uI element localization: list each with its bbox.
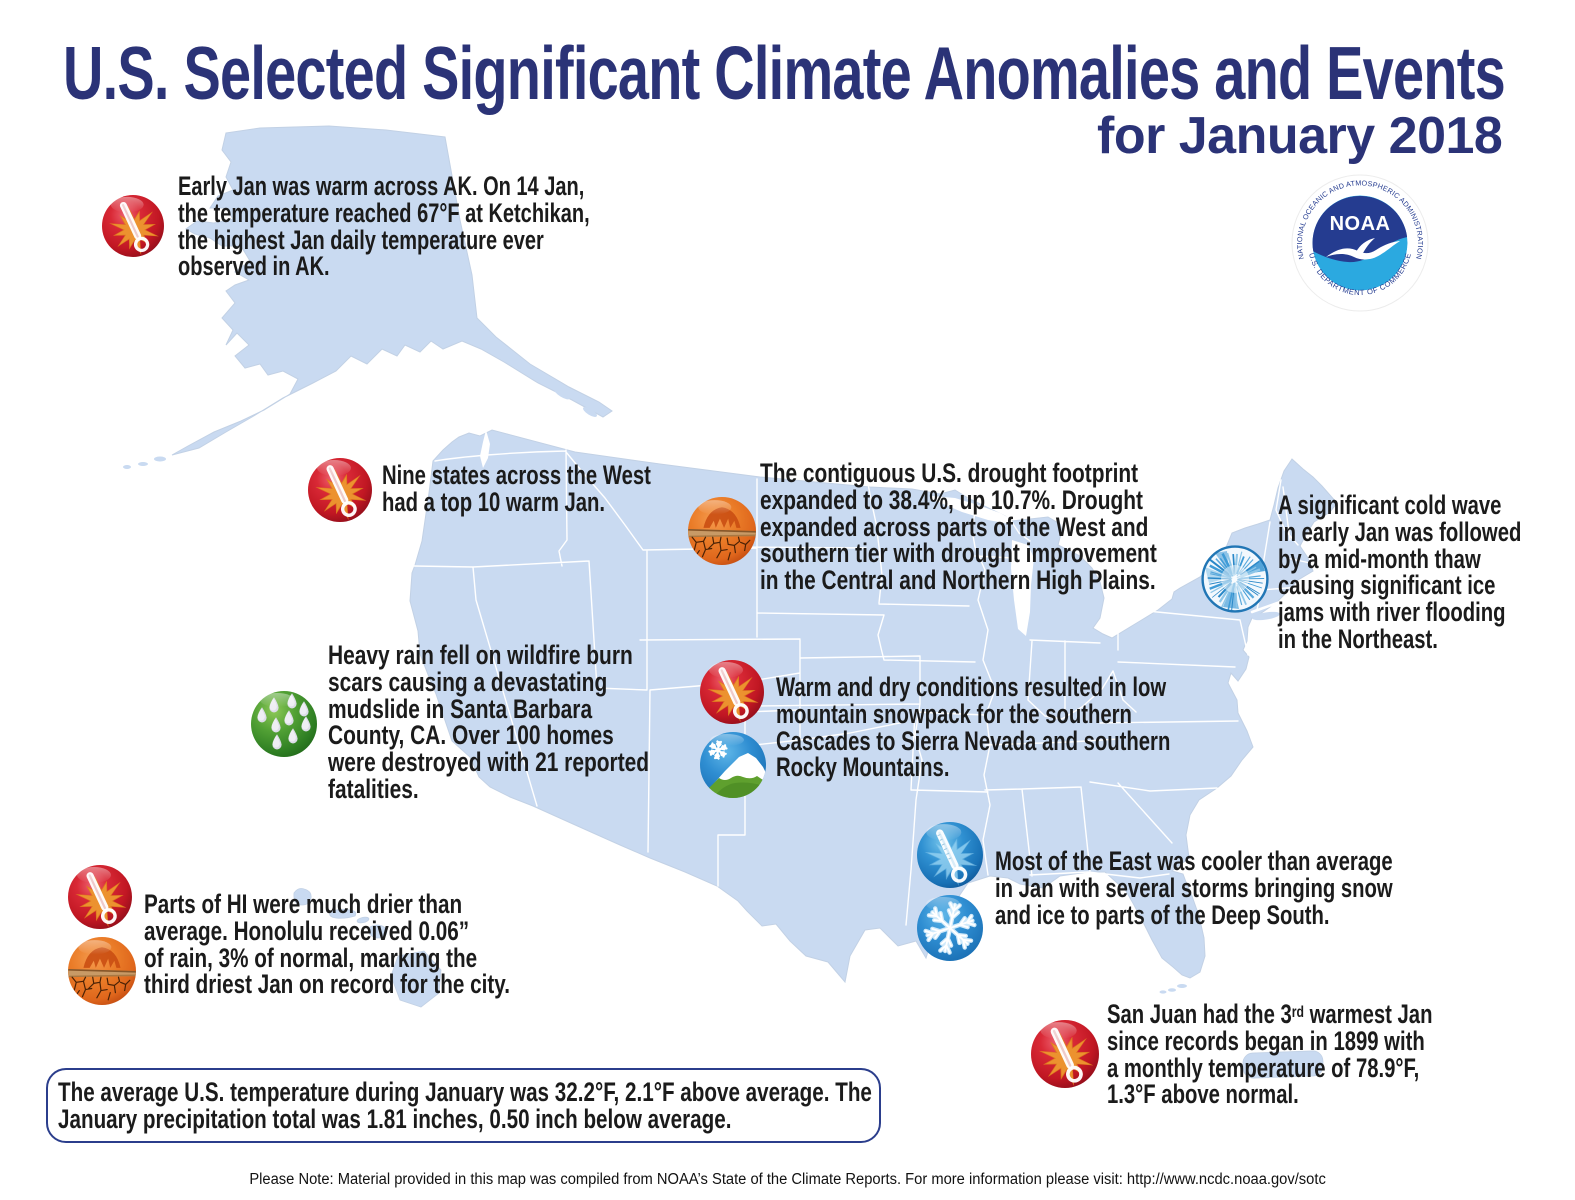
svg-text:NOAA: NOAA — [1330, 213, 1391, 235]
